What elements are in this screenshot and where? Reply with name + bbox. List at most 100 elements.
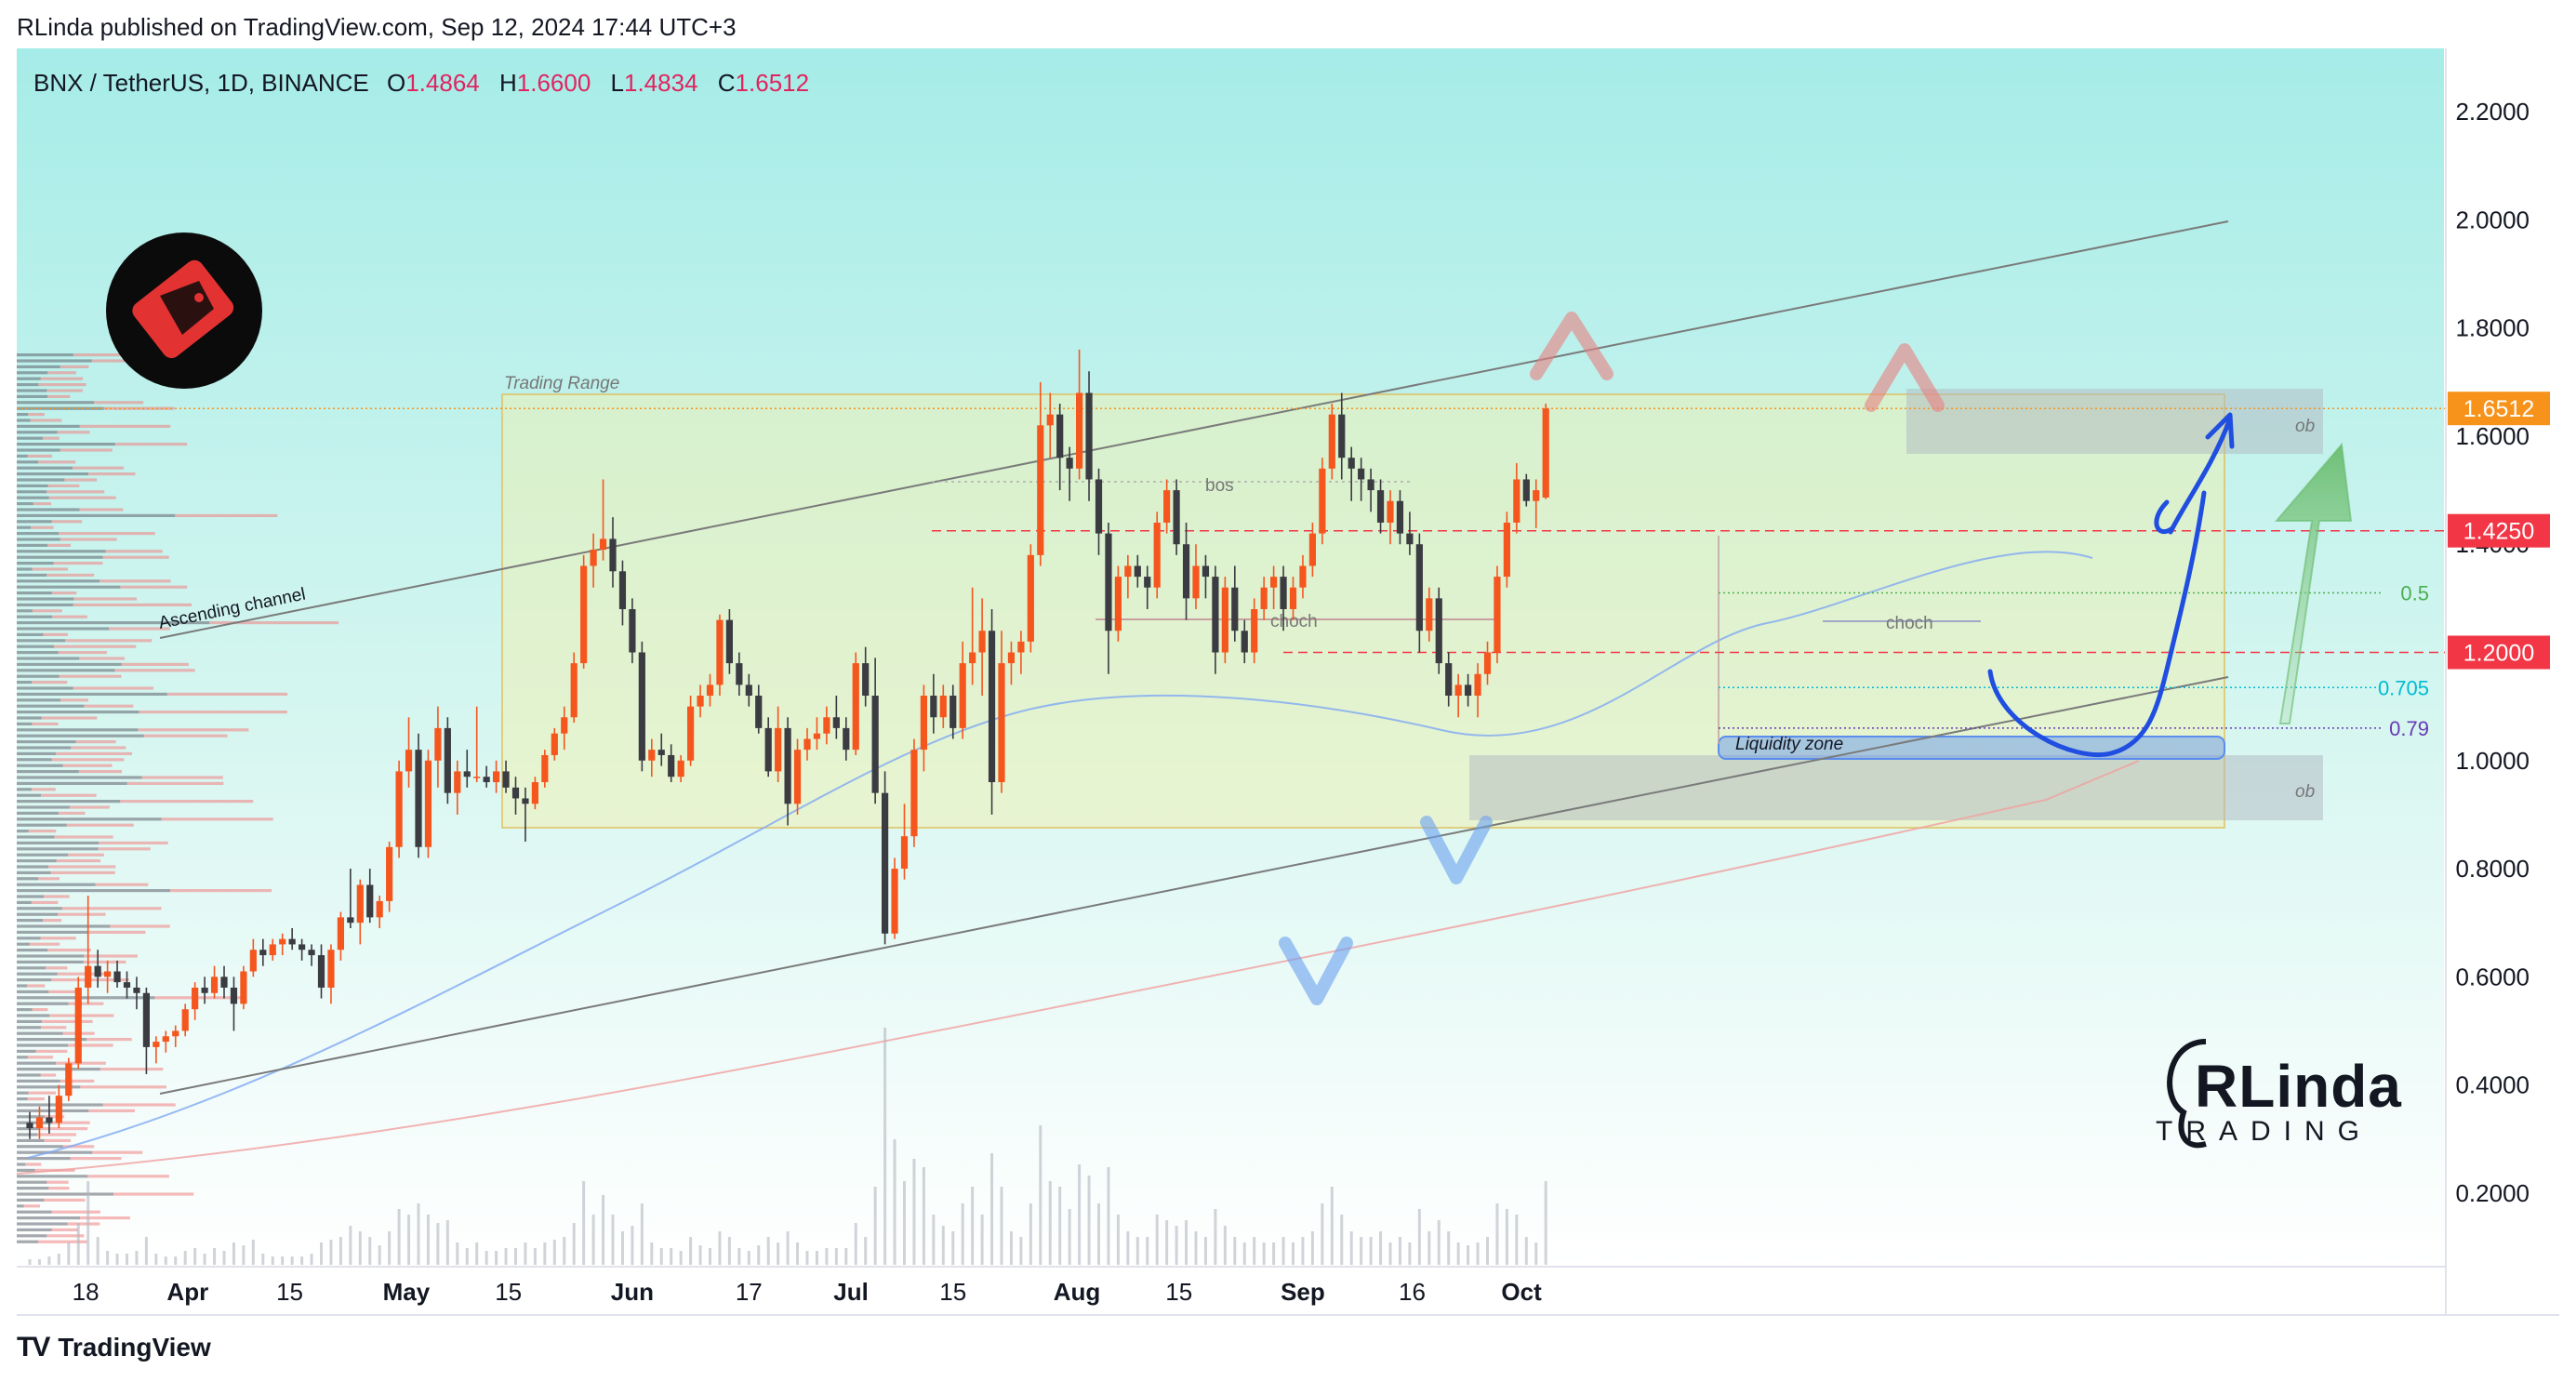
candle-body[interactable] xyxy=(1124,565,1132,578)
candle-body[interactable] xyxy=(35,1117,44,1129)
candle-body[interactable] xyxy=(201,987,208,993)
candle-body[interactable] xyxy=(1308,533,1316,566)
candle-body[interactable] xyxy=(1221,587,1228,653)
candle-body[interactable] xyxy=(677,760,684,777)
candle-body[interactable] xyxy=(299,944,306,950)
candle-body[interactable] xyxy=(1182,544,1190,599)
candle-body[interactable] xyxy=(1289,587,1297,609)
candle-body[interactable] xyxy=(1503,522,1510,578)
candle-body[interactable] xyxy=(424,760,432,847)
candle-body[interactable] xyxy=(1153,522,1161,588)
candle-body[interactable] xyxy=(706,684,714,697)
candle-body[interactable] xyxy=(1007,652,1016,664)
candle-body[interactable] xyxy=(1260,587,1268,609)
candle-body[interactable] xyxy=(1348,458,1355,469)
candle-body[interactable] xyxy=(1270,577,1278,588)
candle-body[interactable] xyxy=(1056,414,1064,458)
candle-body[interactable] xyxy=(1465,684,1472,697)
candle-body[interactable] xyxy=(444,727,451,793)
candle-body[interactable] xyxy=(26,1123,33,1129)
candle-body[interactable] xyxy=(580,565,588,664)
candle-body[interactable] xyxy=(347,917,354,924)
candle-body[interactable] xyxy=(638,652,645,761)
candle-body[interactable] xyxy=(249,950,257,972)
candle-body[interactable] xyxy=(1338,414,1346,458)
candle-body[interactable] xyxy=(1542,408,1549,498)
candle-body[interactable] xyxy=(511,787,520,799)
candle-body[interactable] xyxy=(1358,468,1365,480)
candle-body[interactable] xyxy=(1406,533,1414,545)
candlesticks[interactable] xyxy=(26,349,1549,1139)
candle-body[interactable] xyxy=(142,992,150,1047)
candle-body[interactable] xyxy=(279,938,286,945)
candle-body[interactable] xyxy=(1027,554,1034,642)
candle-body[interactable] xyxy=(46,1117,53,1123)
candle-body[interactable] xyxy=(725,619,733,664)
candle-body[interactable] xyxy=(85,965,92,988)
candle-body[interactable] xyxy=(1454,684,1462,697)
candle-body[interactable] xyxy=(697,696,704,707)
candle-body[interactable] xyxy=(317,955,325,988)
candle-body[interactable] xyxy=(939,696,947,718)
candle-body[interactable] xyxy=(764,727,772,772)
candle-body[interactable] xyxy=(376,900,383,918)
candle-body[interactable] xyxy=(220,977,228,988)
candle-body[interactable] xyxy=(473,777,481,778)
candle-body[interactable] xyxy=(1280,577,1287,609)
candle-body[interactable] xyxy=(618,571,627,609)
candle-body[interactable] xyxy=(405,750,413,772)
candle-body[interactable] xyxy=(192,987,199,1010)
candle-body[interactable] xyxy=(240,971,247,1004)
candle-body[interactable] xyxy=(561,717,568,734)
candle-body[interactable] xyxy=(259,950,267,956)
candle-body[interactable] xyxy=(269,944,276,956)
candle-body[interactable] xyxy=(1076,392,1083,469)
candle-body[interactable] xyxy=(133,987,140,993)
candle-body[interactable] xyxy=(784,727,791,804)
candle-body[interactable] xyxy=(1105,533,1112,631)
candle-body[interactable] xyxy=(1037,425,1044,555)
candle-body[interactable] xyxy=(415,750,422,847)
candle-body[interactable] xyxy=(823,717,830,734)
candle-body[interactable] xyxy=(434,727,442,761)
candle-body[interactable] xyxy=(1299,565,1307,588)
candle-body[interactable] xyxy=(609,538,617,572)
candle-body[interactable] xyxy=(153,1042,160,1047)
candle-body[interactable] xyxy=(288,938,296,945)
candle-body[interactable] xyxy=(104,971,112,977)
candle-body[interactable] xyxy=(1367,479,1374,491)
candle-body[interactable] xyxy=(1212,577,1219,653)
candle-body[interactable] xyxy=(599,538,607,551)
candle-body[interactable] xyxy=(590,550,597,566)
candle-body[interactable] xyxy=(862,663,870,697)
price-axis[interactable]: 2.20002.00001.80001.60001.40001.20001.00… xyxy=(2448,98,2550,1207)
candle-body[interactable] xyxy=(337,917,344,950)
candle-body[interactable] xyxy=(1435,598,1442,664)
candle-body[interactable] xyxy=(356,884,364,924)
candle-body[interactable] xyxy=(570,663,578,718)
candle-body[interactable] xyxy=(1134,565,1141,578)
candle-body[interactable] xyxy=(745,684,752,697)
candle-body[interactable] xyxy=(871,696,879,793)
candle-body[interactable] xyxy=(1192,565,1200,599)
candle-body[interactable] xyxy=(1241,631,1248,653)
candle-body[interactable] xyxy=(454,771,461,793)
candle-body[interactable] xyxy=(920,696,927,751)
time-axis[interactable]: 18 Apr 15 May 15 Jun 17 Jul 15 Aug 15 Sep 16 Oct xyxy=(73,1278,1542,1306)
candle-body[interactable] xyxy=(551,733,558,755)
candle-body[interactable] xyxy=(813,733,821,739)
candle-body[interactable] xyxy=(910,750,918,837)
candle-body[interactable] xyxy=(648,750,656,761)
candle-body[interactable] xyxy=(978,631,986,653)
candle-body[interactable] xyxy=(803,738,811,751)
candle-body[interactable] xyxy=(891,869,898,934)
candle-body[interactable] xyxy=(687,706,695,761)
candle-body[interactable] xyxy=(1415,544,1423,631)
candle-body[interactable] xyxy=(1144,577,1151,588)
candle-body[interactable] xyxy=(483,777,490,783)
candle-body[interactable] xyxy=(1522,479,1530,501)
candle-body[interactable] xyxy=(308,950,315,956)
candle-body[interactable] xyxy=(1474,673,1481,697)
candle-body[interactable] xyxy=(1426,598,1433,631)
candle-body[interactable] xyxy=(949,696,957,728)
